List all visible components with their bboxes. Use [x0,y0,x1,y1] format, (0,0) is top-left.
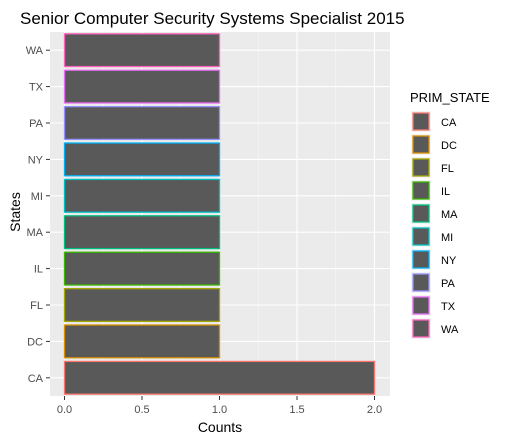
legend-label: NY [441,255,457,267]
y-tick-label-mi: MI [31,191,43,203]
y-tick-label-tx: TX [29,82,44,94]
x-tick-label: 2.0 [367,404,382,416]
y-axis-title: States [7,192,23,232]
legend-key-swatch [412,227,430,246]
legend-key-swatch [412,181,430,200]
legend-item-ny: NY [411,249,457,270]
x-tick-label: 1.5 [289,404,304,416]
bar-wa [63,33,221,68]
bar-mi [63,178,221,213]
bar-pa [63,105,221,141]
y-tick-label-ca: CA [28,373,44,385]
legend-item-dc: DC [411,134,457,155]
legend-key-swatch [412,273,430,292]
chart-title: Senior Computer Security Systems Special… [20,9,405,28]
x-tick-label: 0.0 [57,404,72,416]
bar-ca [63,360,376,395]
y-tick-label-fl: FL [30,300,43,312]
y-tick-label-ma: MA [27,227,44,239]
legend-key-swatch [412,296,430,315]
y-tick-label-pa: PA [29,118,44,130]
bar-ma [63,215,221,250]
legend-key-swatch [412,250,430,269]
legend-item-wa: WA [411,318,459,339]
x-axis-title: Counts [198,419,242,435]
legend-label: DC [441,140,457,152]
legend-label: TX [441,301,456,313]
legend-key-swatch [412,319,430,338]
x-axis-ticks: 0.0 0.5 1.0 1.5 2.0 [57,396,382,416]
legend-item-fl: FL [411,157,454,178]
legend-item-tx: TX [411,295,456,316]
legend-label: IL [441,186,450,198]
legend-item-ca: CA [411,111,457,132]
legend-key-swatch [412,204,430,223]
legend-label: MI [441,232,453,244]
legend-items: CA DC FL IL MA MI NY PA TX WA [411,111,459,339]
legend-title: PRIM_STATE [410,90,490,105]
legend-key-swatch [412,158,430,177]
legend-item-mi: MI [411,226,453,247]
bar-ny [63,142,221,177]
legend: PRIM_STATE CA DC FL IL MA MI NY PA TX WA [410,90,490,339]
bar-fl [63,287,221,323]
legend-key-swatch [412,112,430,131]
y-tick-label-ny: NY [28,154,44,166]
legend-label: FL [441,163,454,175]
x-tick-label: 1.0 [212,404,227,416]
legend-item-pa: PA [411,272,456,293]
legend-item-ma: MA [411,203,458,224]
bar-il [63,251,221,286]
legend-label: PA [441,278,456,290]
legend-key-swatch [412,135,430,154]
x-tick-label: 0.5 [134,404,149,416]
legend-label: CA [441,117,457,129]
y-tick-label-wa: WA [26,45,44,57]
y-axis-ticks: CA DC FL IL MA MI NY PA TX WA [26,45,50,385]
y-tick-label-il: IL [34,264,43,276]
bar-dc [63,324,221,359]
legend-item-il: IL [411,180,450,201]
bars-group [63,33,376,395]
legend-label: MA [441,209,458,221]
y-tick-label-dc: DC [27,336,43,348]
legend-label: WA [441,324,459,336]
bar-tx [63,69,221,104]
